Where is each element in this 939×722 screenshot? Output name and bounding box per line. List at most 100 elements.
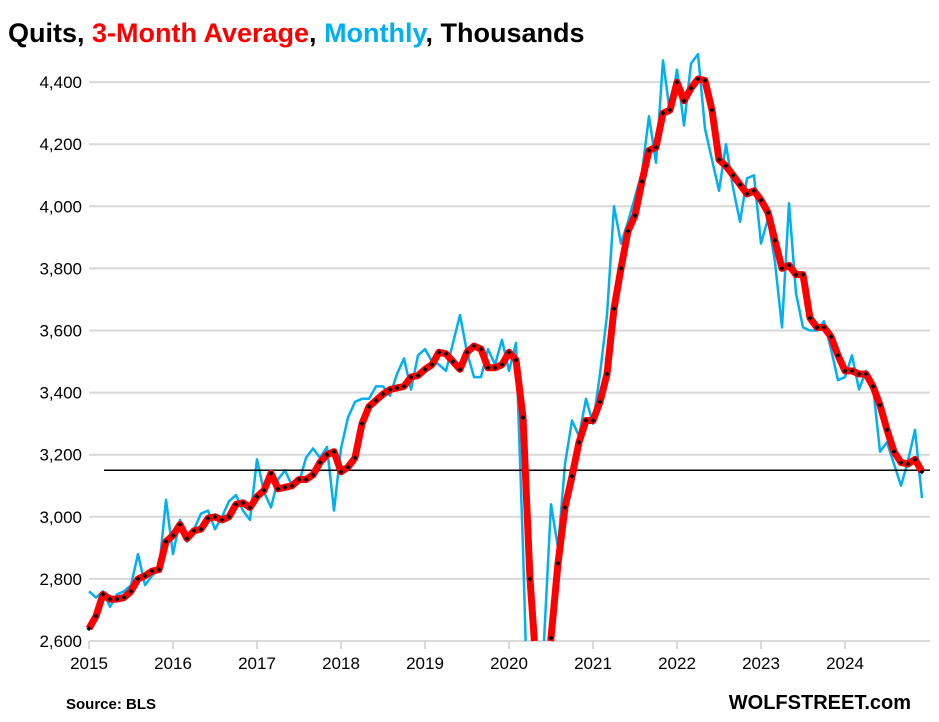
avg-data-point	[233, 501, 239, 507]
avg-data-point	[513, 357, 519, 363]
x-tick-label: 2020	[490, 654, 528, 673]
avg-data-point	[800, 272, 806, 278]
avg-data-point	[716, 157, 722, 163]
avg-data-point	[604, 371, 610, 377]
avg-data-point	[219, 517, 225, 523]
y-tick-label: 3,200	[39, 446, 82, 465]
avg-data-point	[660, 110, 666, 116]
avg-data-point	[842, 368, 848, 374]
x-tick-label: 2019	[406, 654, 444, 673]
avg-data-point	[107, 596, 113, 602]
avg-data-point	[135, 576, 141, 582]
avg-data-point	[835, 352, 841, 358]
y-tick-label: 4,000	[39, 197, 82, 216]
monthly-series-line	[88, 52, 924, 642]
avg-data-point	[681, 98, 687, 104]
y-tick-label: 3,000	[39, 508, 82, 527]
avg-data-point	[240, 500, 246, 506]
avg-data-point	[401, 383, 407, 389]
title-quits: Quits,	[8, 18, 93, 48]
avg-data-point	[464, 349, 470, 355]
avg-data-point	[765, 210, 771, 216]
avg-data-point	[261, 487, 267, 493]
avg-data-point	[807, 315, 813, 321]
x-tick-label: 2015	[70, 654, 108, 673]
avg-data-point	[128, 588, 134, 594]
y-tick-label: 2,800	[39, 570, 82, 589]
avg-data-point	[408, 374, 414, 380]
title-avg: 3-Month Average	[92, 18, 310, 48]
avg-data-point	[751, 188, 757, 194]
avg-data-point	[688, 85, 694, 91]
avg-data-point	[177, 522, 183, 528]
avg-data-point	[282, 484, 288, 490]
avg-data-point	[86, 626, 92, 632]
avg-data-point	[870, 383, 876, 389]
avg-data-point	[373, 397, 379, 403]
x-tick-label: 2021	[574, 654, 612, 673]
y-tick-label: 3,800	[39, 259, 82, 278]
avg-data-point	[779, 265, 785, 271]
y-tick-label: 4,200	[39, 135, 82, 154]
avg-data-point	[331, 449, 337, 455]
avg-data-point	[576, 439, 582, 445]
avg-data-point	[310, 472, 316, 478]
avg-data-point	[156, 567, 162, 573]
avg-data-point	[821, 324, 827, 330]
avg-data-point	[555, 560, 561, 566]
avg-data-point	[268, 470, 274, 476]
avg-data-point	[163, 539, 169, 545]
x-tick-label: 2022	[658, 654, 696, 673]
x-tick-label: 2024	[826, 654, 864, 673]
avg-data-point	[723, 163, 729, 169]
title-units: , Thousands	[425, 18, 585, 48]
avg-data-point	[527, 576, 533, 582]
y-tick-label: 2,600	[39, 632, 82, 651]
avg-data-point	[898, 459, 904, 465]
avg-data-point	[114, 596, 120, 602]
avg-data-point	[303, 477, 309, 483]
avg-data-point	[457, 366, 463, 372]
y-tick-label: 3,600	[39, 322, 82, 341]
avg-data-point	[478, 346, 484, 352]
avg-data-point	[919, 469, 925, 475]
avg-data-point	[758, 197, 764, 203]
x-tick-label: 2018	[322, 654, 360, 673]
avg-data-point	[345, 464, 351, 470]
avg-data-point	[856, 371, 862, 377]
avg-data-point	[226, 514, 232, 520]
avg-data-point	[877, 402, 883, 408]
avg-data-point	[198, 526, 204, 532]
avg-data-point	[184, 536, 190, 542]
avg-data-point	[639, 178, 645, 184]
avg-data-point	[191, 528, 197, 534]
avg-data-point	[814, 324, 820, 330]
avg-data-point	[170, 532, 176, 538]
avg-data-point	[828, 334, 834, 340]
avg-data-point	[632, 213, 638, 219]
avg-data-point	[709, 107, 715, 113]
source-note: Source: BLS	[66, 696, 157, 713]
avg-data-point	[352, 455, 358, 461]
avg-data-point	[695, 76, 701, 82]
avg-data-point	[380, 391, 386, 397]
title-sep: ,	[309, 18, 325, 48]
avg-data-point	[912, 456, 918, 462]
avg-data-point	[590, 418, 596, 424]
avg-data-point	[394, 385, 400, 391]
x-tick-label: 2023	[742, 654, 780, 673]
avg-data-point	[296, 477, 302, 483]
avg-data-point	[772, 237, 778, 243]
avg-data-point	[618, 265, 624, 271]
x-tick-label: 2016	[154, 654, 192, 673]
avg-data-point	[884, 427, 890, 433]
avg-data-point	[891, 449, 897, 455]
avg-data-point	[149, 568, 155, 574]
y-tick-label: 4,400	[39, 73, 82, 92]
avg-data-point	[849, 368, 855, 374]
avg-data-point	[569, 473, 575, 479]
avg-data-point	[93, 613, 99, 619]
avg-data-point	[905, 461, 911, 467]
